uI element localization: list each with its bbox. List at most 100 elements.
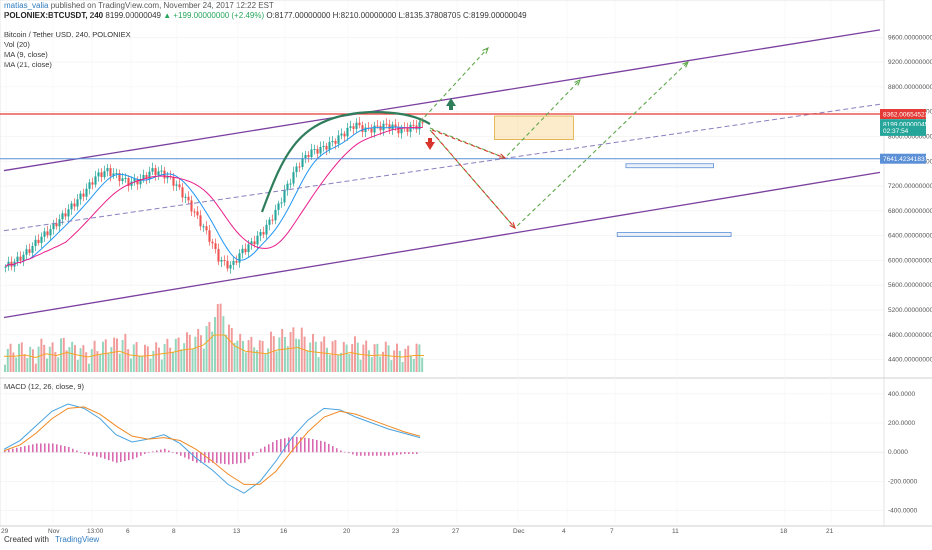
price-change: ▲ +199.00000000 (+2.49%) [163, 11, 265, 20]
volume-bar [23, 354, 26, 372]
candle-body [343, 133, 346, 137]
x-tick-label: 11 [672, 528, 679, 535]
candle-body [19, 256, 22, 261]
candle-body [94, 176, 97, 185]
candle-body [301, 158, 304, 168]
y-tick-label: 6000.00000000 [888, 257, 932, 264]
macd-hist-bar [320, 440, 322, 453]
candle-body [154, 168, 157, 176]
candle-body [208, 230, 211, 242]
macd-hist-bar [92, 452, 94, 456]
macd-hist-bar [64, 446, 66, 453]
volume-bar [230, 328, 233, 372]
volume-bar [46, 358, 48, 372]
macd-hist-bar [336, 448, 338, 453]
macd-hist-bar [180, 452, 182, 456]
candle-body [187, 196, 190, 201]
volume-bar [102, 341, 104, 372]
volume-bar [250, 336, 253, 372]
volume-bar [412, 358, 415, 372]
macd-tick-label: 200.0000 [888, 420, 915, 427]
volume-bar [65, 350, 68, 372]
volume-bar [351, 344, 354, 372]
macd-hist-bar [8, 449, 10, 453]
down-marker-icon [425, 138, 435, 150]
bear-arrow-2-head [509, 222, 516, 230]
volume-bar [20, 342, 23, 372]
legend-macd[interactable]: MACD (12, 26, close, 9) [4, 382, 85, 391]
y-tick-label: 4400.00000000 [888, 357, 932, 364]
macd-hist-bar [236, 452, 238, 464]
candle-body [235, 260, 238, 263]
macd-hist-bar [308, 438, 310, 453]
volume-bar [146, 346, 149, 372]
candle-body [319, 146, 322, 154]
legend-ma21[interactable]: MA (21, close) [4, 60, 52, 69]
candle-body [34, 239, 37, 247]
macd-hist-bar [60, 445, 62, 453]
volume-bar [376, 343, 379, 372]
x-tick-label: Dec [513, 528, 525, 535]
candle-body [172, 177, 175, 186]
author-link[interactable]: matias_valia [4, 1, 49, 10]
volume-bar [323, 336, 326, 372]
volume-bar [149, 358, 152, 372]
price-tag [880, 125, 926, 136]
candle-body [310, 149, 313, 158]
macd-hist-bar [100, 452, 102, 458]
legend-vol[interactable]: Vol (20) [4, 40, 30, 49]
volume-bar [306, 350, 309, 372]
volume-bar [387, 345, 390, 372]
volume-bar [401, 362, 404, 372]
volume-bar [174, 338, 177, 372]
macd-hist-bar [268, 444, 270, 453]
bear-arrow-1-head [498, 153, 507, 159]
price-tag [880, 119, 926, 130]
volume-bar [76, 359, 79, 372]
macd-hist-bar [176, 452, 178, 454]
volume-bar [390, 360, 393, 372]
candle-body [73, 203, 76, 207]
macd-hist-bar [324, 441, 326, 453]
candle-body [322, 145, 325, 147]
price-tag-label: 02:37:54 [883, 128, 909, 135]
channel-lower-line [3, 171, 881, 319]
candle-body [142, 174, 145, 179]
candle-body [97, 172, 100, 177]
volume-bar [214, 317, 216, 372]
candle-body [280, 202, 283, 204]
volume-bar [275, 351, 278, 372]
candle-body [64, 213, 67, 217]
volume-bar [303, 336, 306, 372]
volume-bar [62, 337, 65, 372]
candle-body [370, 128, 373, 133]
volume-bar [135, 342, 138, 372]
candle-body [109, 168, 112, 177]
macd-hist-bar [264, 446, 266, 453]
legend-ma9[interactable]: MA (9, close) [4, 50, 48, 59]
candle-body [193, 211, 196, 213]
ohlc-values: O:8177.00000000 H:8210.00000000 L:8135.3… [266, 11, 527, 20]
volume-bar [90, 348, 93, 372]
candle-body [22, 254, 25, 261]
tradingview-logo[interactable]: TradingView [55, 535, 100, 544]
volume-bar [415, 343, 418, 372]
price-tag [880, 109, 926, 120]
candle-body [199, 215, 202, 227]
candle-body [274, 209, 277, 221]
candle-body [133, 178, 136, 182]
macd-hist-bar [260, 448, 262, 453]
candle-body [346, 127, 349, 137]
volume-bar [127, 349, 130, 372]
macd-hist-bar [44, 443, 46, 453]
legend-title[interactable]: Bitcoin / Tether USD, 240, POLONIEX [4, 30, 131, 39]
volume-bar [197, 328, 200, 372]
candle-body [202, 226, 205, 228]
macd-hist-bar [144, 452, 146, 454]
x-tick-label: Nov [48, 528, 60, 535]
volume-bar [228, 324, 230, 372]
volume-bar [163, 344, 166, 372]
macd-hist-bar [344, 451, 346, 453]
rounding-arc [260, 110, 431, 213]
